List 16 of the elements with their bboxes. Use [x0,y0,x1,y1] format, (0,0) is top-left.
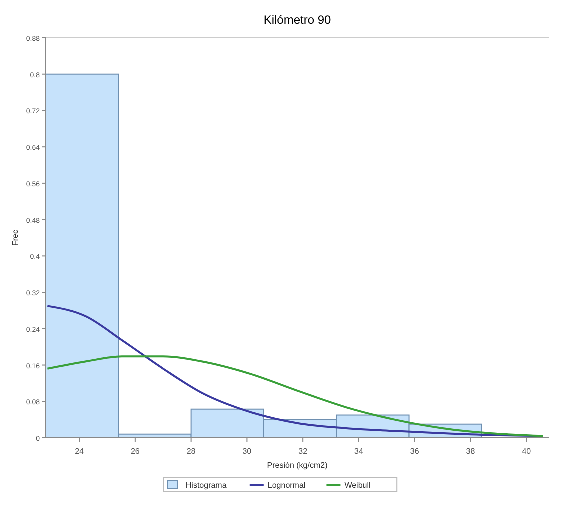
legend-label: Lognormal [268,481,306,490]
x-tick-label: 30 [242,447,252,456]
line-series [46,356,544,438]
x-tick-label: 26 [130,447,140,456]
x-tick-label: 36 [410,447,420,456]
legend-label: Weibull [344,481,372,490]
x-tick-label: 38 [466,447,476,456]
x-tick-label: 28 [186,447,196,456]
x-tick-label: 40 [522,447,532,456]
legend-label: Histograma [186,481,228,490]
x-tick-label: 34 [354,447,364,456]
chart-title: Kilómetro 90 [264,13,332,27]
x-axis-title: Presión (kg/cm2) [267,461,328,470]
y-axis-title: Frec [11,230,20,246]
x-tick-label: 32 [298,447,308,456]
x-tick-label: 24 [75,447,85,456]
